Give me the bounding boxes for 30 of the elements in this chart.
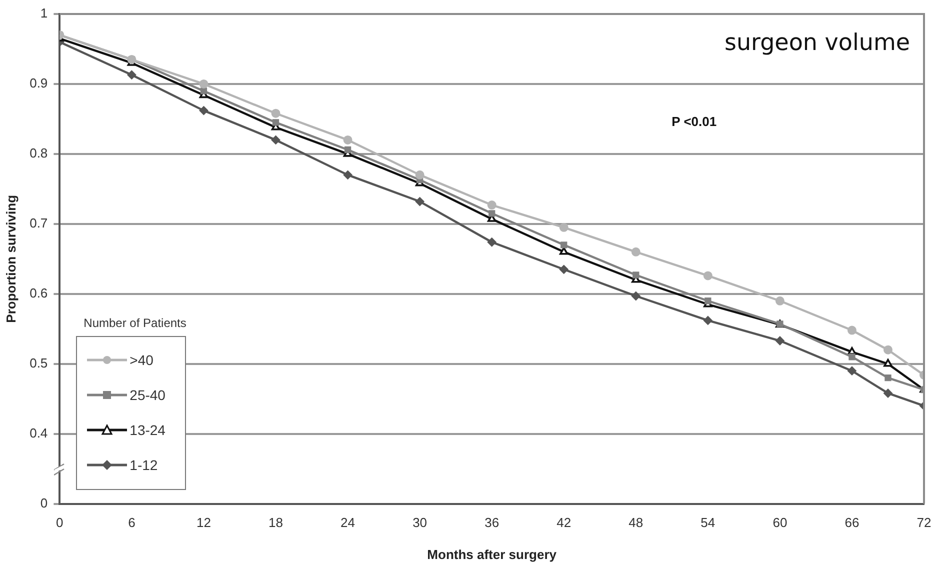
y-tick-label: 0.6 bbox=[30, 285, 48, 300]
x-tick-label: 42 bbox=[556, 515, 572, 530]
y-tick-label: 0 bbox=[40, 495, 48, 510]
annotation: surgeon volume bbox=[724, 30, 910, 56]
y-tick-label: 1 bbox=[40, 6, 48, 21]
legend-label: 25-40 bbox=[130, 387, 166, 404]
x-axis-title: Months after surgery bbox=[427, 546, 558, 562]
x-tick-label: 54 bbox=[700, 515, 716, 530]
legend-label: >40 bbox=[130, 352, 154, 368]
x-tick-label: 24 bbox=[340, 515, 356, 530]
legend-label: 13-24 bbox=[130, 422, 166, 438]
x-tick-label: 60 bbox=[772, 515, 788, 530]
x-tick-label: 0 bbox=[56, 515, 64, 530]
y-tick-label: 0.5 bbox=[30, 355, 48, 370]
y-tick-label: 0.4 bbox=[30, 425, 48, 440]
x-tick-label: 18 bbox=[268, 515, 283, 530]
x-tick-label: 72 bbox=[916, 515, 932, 530]
legend-label: 1-12 bbox=[130, 457, 158, 474]
x-tick-label: 12 bbox=[196, 515, 211, 530]
y-tick-label: 0.8 bbox=[30, 146, 48, 161]
x-tick-label: 30 bbox=[412, 515, 428, 530]
x-tick-label: 36 bbox=[484, 515, 500, 530]
y-axis-title: Proportion surviving bbox=[3, 194, 18, 323]
x-tick-label: 66 bbox=[844, 515, 860, 530]
y-tick-label: 0.9 bbox=[30, 76, 48, 91]
legend-title: Number of Patients bbox=[84, 316, 186, 330]
annotation: P <0.01 bbox=[672, 114, 717, 129]
x-tick-label: 6 bbox=[128, 515, 136, 530]
x-tick-label: 48 bbox=[628, 515, 644, 530]
y-tick-label: 0.7 bbox=[30, 215, 48, 230]
